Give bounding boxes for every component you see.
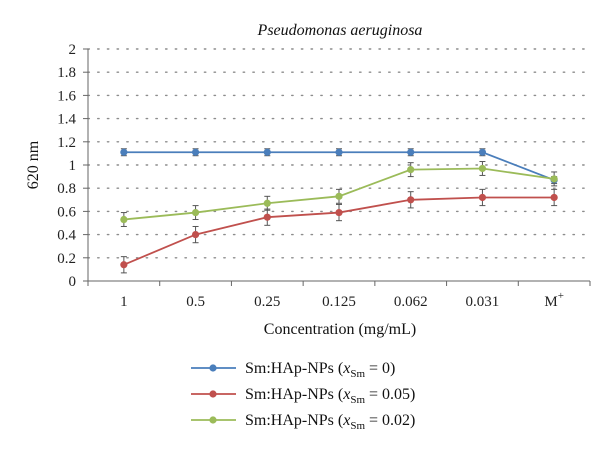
data-point xyxy=(550,193,558,202)
data-point xyxy=(335,148,343,156)
data-point xyxy=(478,193,487,202)
y-tick-label: 1.8 xyxy=(57,65,76,81)
data-point xyxy=(550,175,558,183)
series-line xyxy=(123,151,555,181)
data-point xyxy=(120,148,128,156)
y-tick-label: 0.8 xyxy=(57,181,76,197)
data-point xyxy=(407,148,415,156)
y-axis-title: 620 nm xyxy=(25,140,42,189)
data-point xyxy=(478,148,487,156)
data-point xyxy=(407,196,415,204)
x-tick-label: 0.25 xyxy=(254,294,280,310)
data-point xyxy=(407,166,415,174)
axes xyxy=(83,48,591,286)
y-tick-label: 1.2 xyxy=(57,135,76,151)
x-tick-label: 1 xyxy=(120,294,128,310)
y-tick-label: 1 xyxy=(69,158,77,174)
x-tick-label: M+ xyxy=(544,290,564,310)
x-tick-label: 0.031 xyxy=(466,294,500,310)
y-tick-label: 0 xyxy=(69,274,77,290)
y-tick-label: 2 xyxy=(69,42,77,58)
legend-label: Sm:HAp-NPs (xSm = 0.05) xyxy=(245,386,415,406)
data-point xyxy=(263,148,271,156)
y-tick-labels: 0 0.2 0.4 0.6 0.8 1 1.2 1.4 1.6 1.8 2 xyxy=(57,42,76,290)
data-point xyxy=(191,208,200,217)
chart-title: Pseudomonas aeruginosa xyxy=(257,22,423,39)
y-tick-label: 1.6 xyxy=(57,88,76,104)
gridlines xyxy=(87,48,591,259)
data-point xyxy=(191,231,200,239)
data-point xyxy=(120,215,128,224)
legend-label: Sm:HAp-NPs (xSm = 0.02) xyxy=(245,412,415,432)
plot-area xyxy=(120,148,558,274)
legend-item: Sm:HAp-NPs (xSm = 0.05) xyxy=(191,386,415,406)
legend-swatch-marker xyxy=(209,390,217,398)
x-tick-label: 0.5 xyxy=(186,294,205,310)
legend-swatch-marker xyxy=(209,364,217,372)
y-tick-label: 0.4 xyxy=(57,228,76,244)
y-tick-label: 0.2 xyxy=(57,251,76,267)
legend: Sm:HAp-NPs (xSm = 0) Sm:HAp-NPs (xSm = 0.… xyxy=(191,360,415,432)
x-axis-title: Concentration (mg/mL) xyxy=(264,321,416,338)
data-point xyxy=(478,164,487,173)
data-point xyxy=(335,192,343,200)
y-tick-label: 0.6 xyxy=(57,204,76,220)
x-tick-label: 0.125 xyxy=(322,294,356,310)
x-tick-label: 0.062 xyxy=(394,294,428,310)
legend-item: Sm:HAp-NPs (xSm = 0.02) xyxy=(191,412,415,432)
legend-label: Sm:HAp-NPs (xSm = 0) xyxy=(245,360,395,380)
data-point xyxy=(263,199,271,207)
y-tick-label: 1.4 xyxy=(57,112,76,128)
data-point xyxy=(191,148,200,156)
legend-item: Sm:HAp-NPs (xSm = 0) xyxy=(191,360,395,380)
legend-swatch-marker xyxy=(209,416,217,424)
data-point xyxy=(263,213,271,221)
data-point xyxy=(120,261,128,269)
data-point xyxy=(335,208,343,217)
x-tick-labels: 1 0.5 0.25 0.125 0.062 0.031 M+ xyxy=(120,290,564,310)
